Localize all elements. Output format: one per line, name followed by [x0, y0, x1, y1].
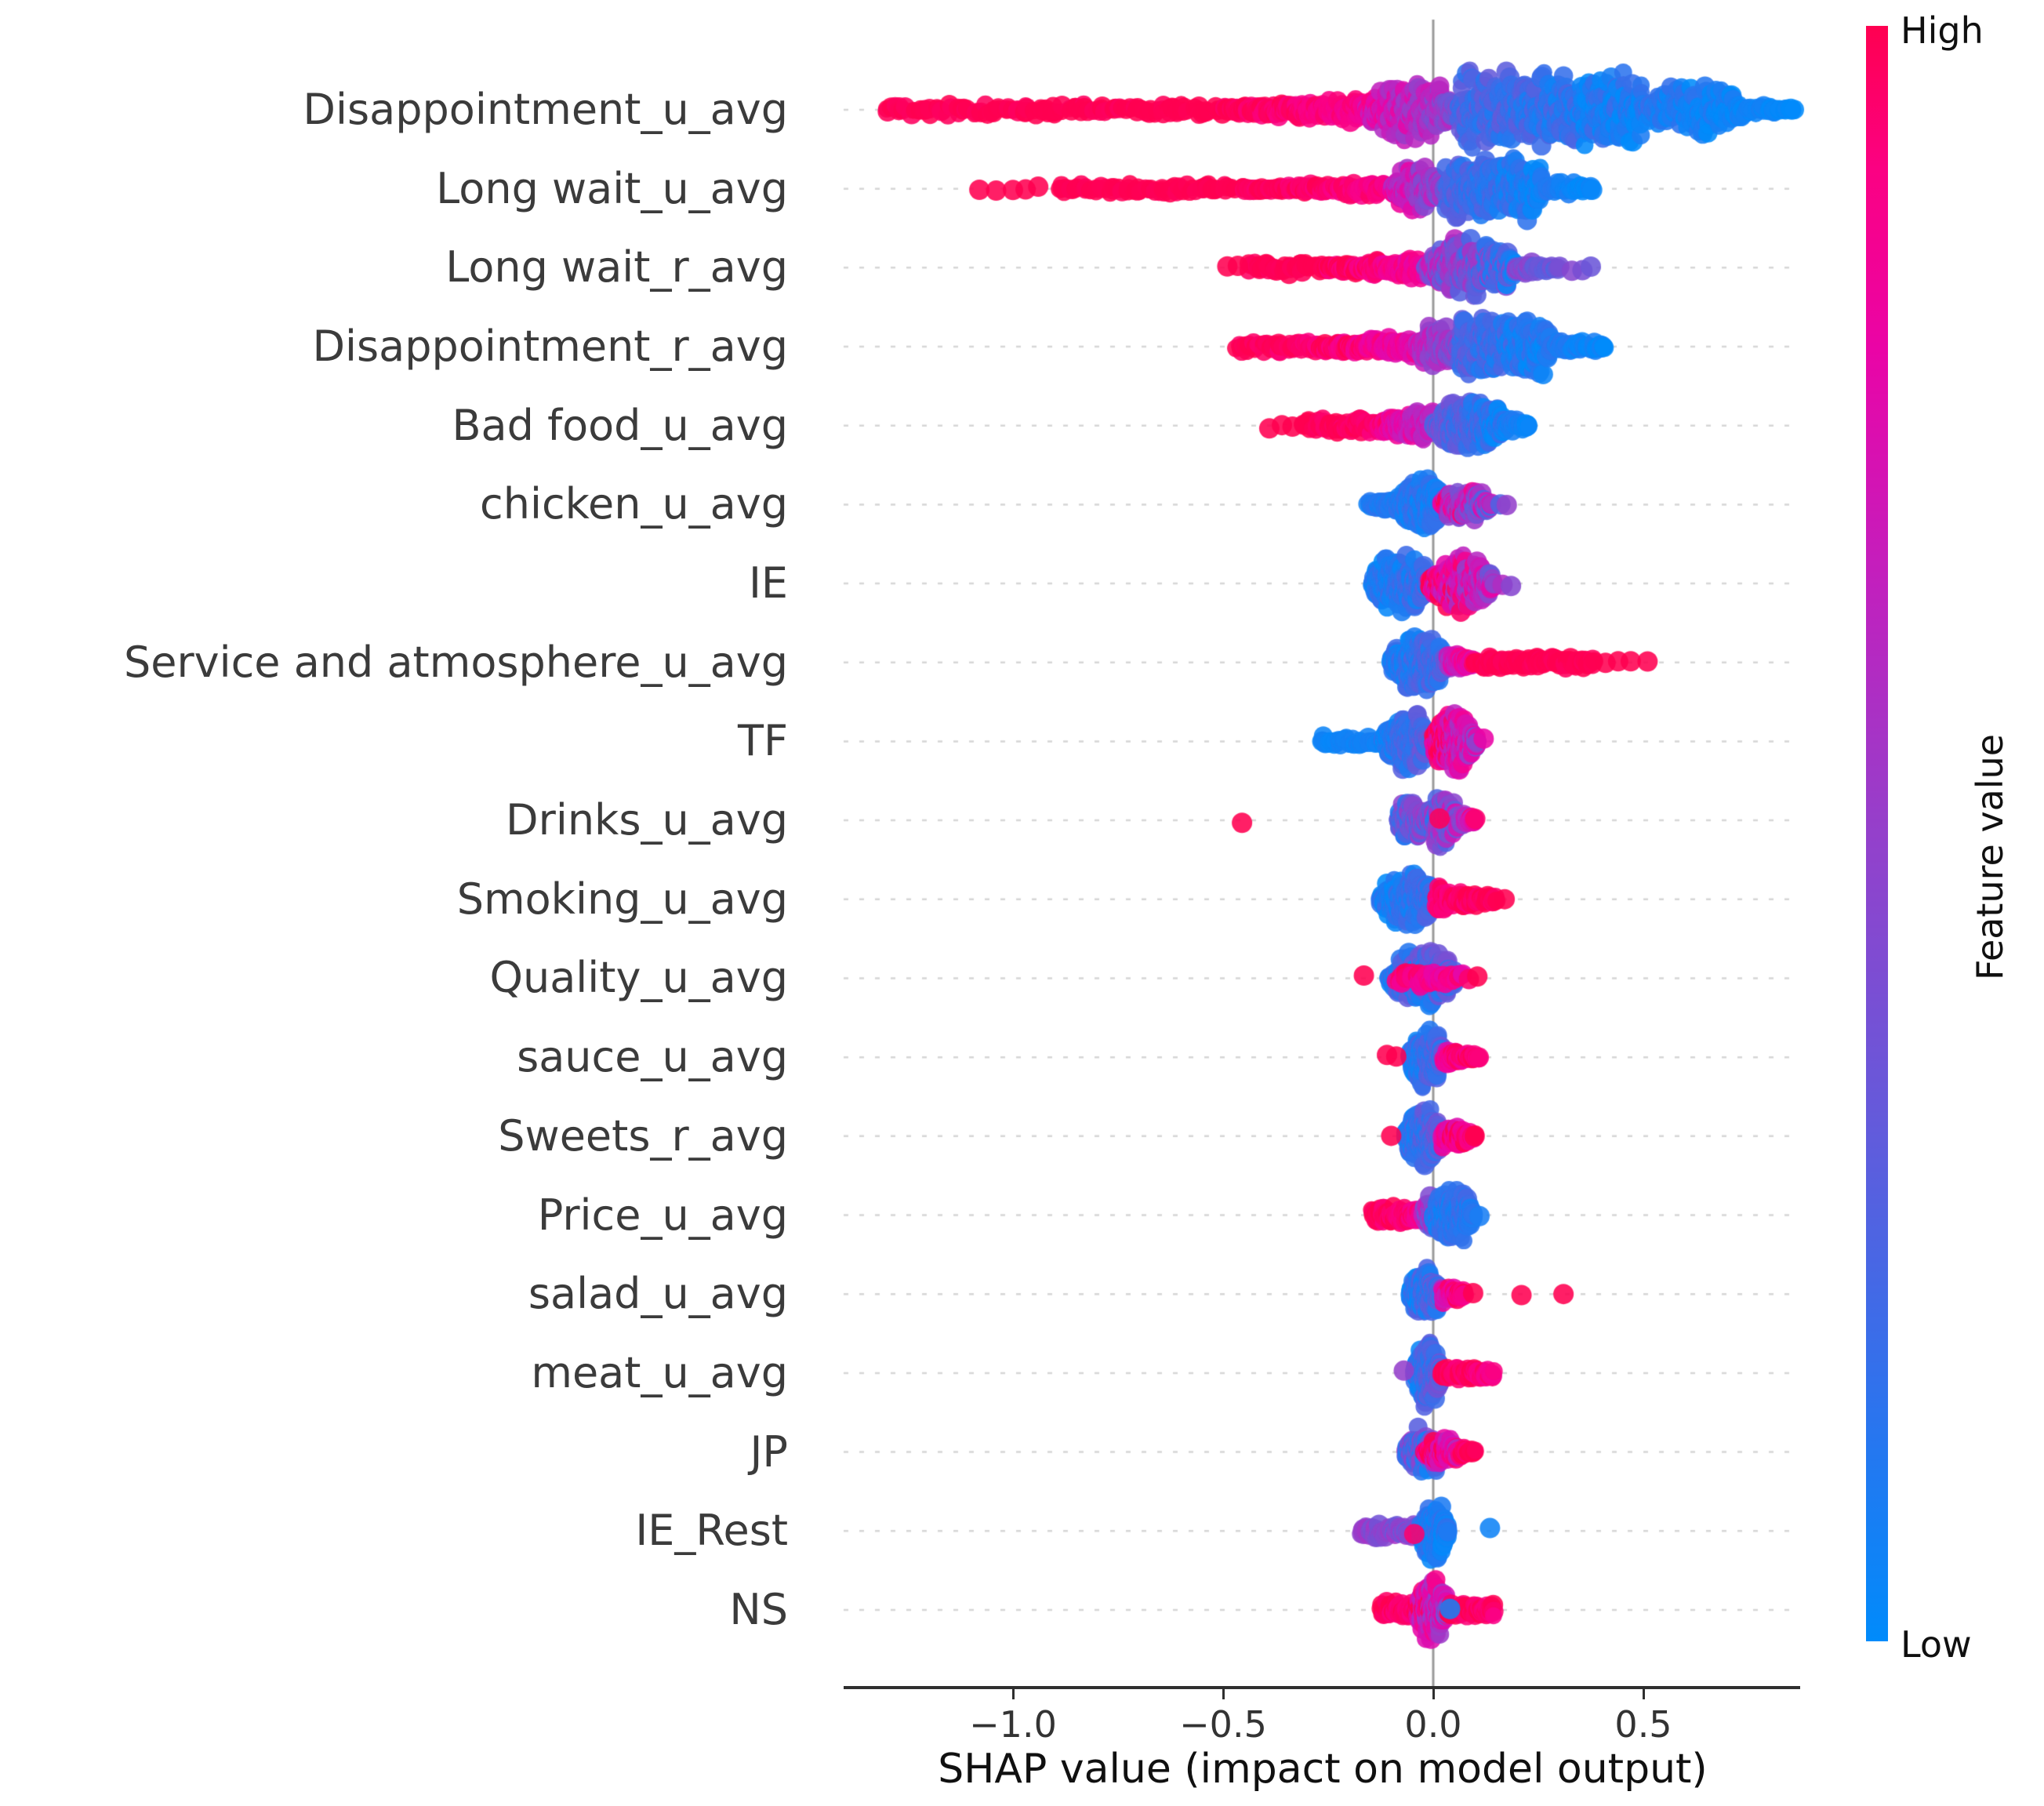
feature-label: Price_u_avg	[537, 1190, 788, 1240]
feature-label: Long wait_u_avg	[436, 163, 788, 213]
feature-label: NS	[729, 1584, 788, 1634]
x-tick-label: −0.5	[1179, 1703, 1267, 1746]
x-axis-line	[844, 1686, 1800, 1689]
colorbar-low-label: Low	[1901, 1623, 1972, 1666]
feature-label: Smoking_u_avg	[456, 874, 788, 924]
x-tick-label: 0.0	[1404, 1703, 1462, 1746]
x-tick-mark	[1222, 1689, 1225, 1699]
feature-label: salad_u_avg	[528, 1269, 788, 1319]
feature-label: Quality_u_avg	[489, 953, 788, 1003]
colorbar-high-label: High	[1901, 9, 1984, 52]
feature-label: Drinks_u_avg	[506, 795, 788, 845]
feature-label: IE_Rest	[635, 1506, 788, 1556]
colorbar-gradient	[1866, 26, 1888, 1641]
feature-label: sauce_u_avg	[517, 1032, 788, 1082]
feature-label: meat_u_avg	[531, 1347, 788, 1397]
feature-label: Sweets_r_avg	[498, 1110, 788, 1161]
x-tick-mark	[1011, 1689, 1015, 1699]
x-tick-label: 0.5	[1614, 1703, 1672, 1746]
colorbar-axis-label: Feature value	[1969, 733, 2011, 981]
feature-label: Disappointment_r_avg	[312, 322, 788, 372]
x-tick-mark	[1432, 1689, 1435, 1699]
feature-label: TF	[737, 716, 788, 766]
feature-label: Disappointment_u_avg	[303, 85, 788, 134]
feature-label: chicken_u_avg	[480, 479, 788, 529]
x-tick-label: −1.0	[969, 1703, 1057, 1746]
x-axis-title: SHAP value (impact on model output)	[938, 1746, 1708, 1793]
feature-label: IE	[748, 558, 788, 609]
feature-label: Long wait_r_avg	[445, 242, 788, 293]
feature-label: Bad food_u_avg	[452, 400, 789, 450]
feature-label: Service and atmosphere_u_avg	[123, 637, 788, 687]
feature-label: JP	[750, 1426, 789, 1477]
x-tick-mark	[1642, 1689, 1645, 1699]
